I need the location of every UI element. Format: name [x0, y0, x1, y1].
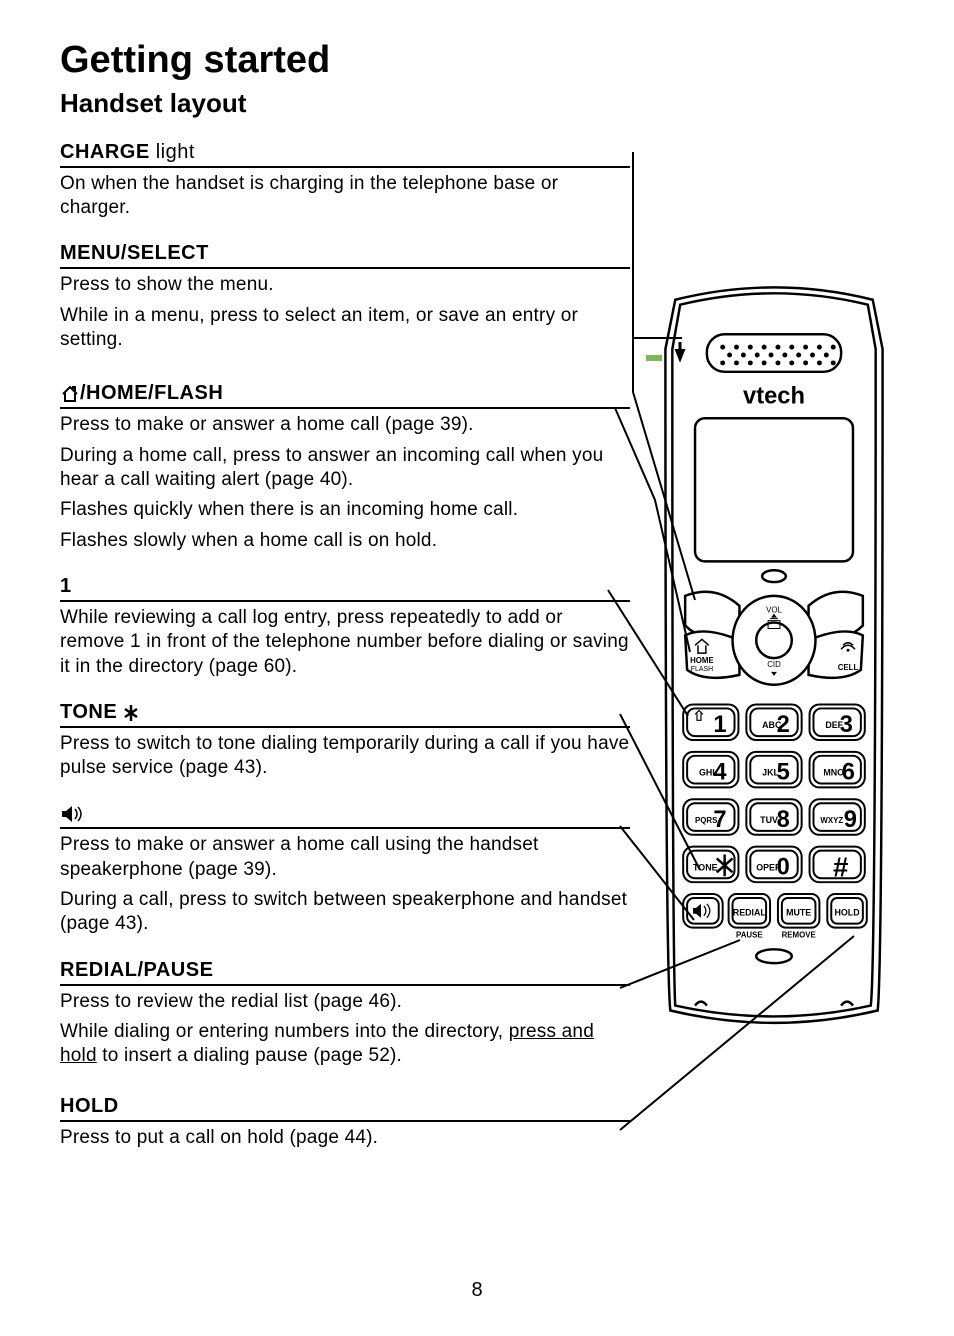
svg-text:CID: CID	[767, 660, 781, 669]
svg-text:PAUSE: PAUSE	[736, 930, 763, 939]
svg-text:7: 7	[713, 807, 726, 833]
section-home: /HOME/FLASH Press to make or answer a ho…	[60, 382, 630, 553]
section-hold: HOLD Press to put a call on hold (page 4…	[60, 1095, 630, 1150]
section-one-head: 1	[60, 575, 630, 602]
section-hold-body: Press to put a call on hold (page 44).	[60, 1122, 630, 1150]
home-icon	[60, 384, 80, 404]
section-one-body: While reviewing a call log entry, press …	[60, 602, 630, 679]
section-speaker-body: Press to make or answer a home call usin…	[60, 829, 630, 936]
section-redial-head: REDIAL/PAUSE	[60, 959, 630, 986]
section-speaker-head	[60, 802, 630, 829]
svg-text:CELL: CELL	[838, 663, 859, 672]
page-title-sub: Handset layout	[60, 88, 894, 119]
section-speaker: Press to make or answer a home call usin…	[60, 802, 630, 936]
section-charge-body: On when the handset is charging in the t…	[60, 168, 630, 221]
svg-text:HOLD: HOLD	[834, 908, 860, 918]
section-tone-head: TONE	[60, 701, 630, 728]
brand-label: vtech	[743, 383, 805, 409]
speaker-icon	[60, 804, 86, 824]
section-home-body: Press to make or answer a home call (pag…	[60, 409, 630, 553]
section-tone: TONE Press to switch to tone dialing tem…	[60, 701, 630, 781]
svg-text:WXYZ: WXYZ	[820, 816, 843, 825]
svg-text:HOME: HOME	[690, 656, 714, 665]
svg-text:#: #	[833, 851, 849, 882]
svg-text:TUV: TUV	[760, 815, 778, 825]
section-menu: MENU/SELECT Press to show the menu. Whil…	[60, 242, 630, 352]
svg-text:VOL: VOL	[766, 606, 782, 615]
section-menu-head: MENU/SELECT	[60, 242, 630, 269]
svg-text:8: 8	[777, 807, 790, 833]
svg-text:6: 6	[842, 760, 855, 786]
svg-text:0: 0	[777, 854, 790, 880]
svg-text:4: 4	[713, 760, 727, 786]
left-column: CHARGE light On when the handset is char…	[60, 141, 630, 1150]
svg-text:REDIAL: REDIAL	[733, 908, 767, 918]
star-icon	[123, 704, 139, 722]
section-menu-body: Press to show the menu. While in a menu,…	[60, 269, 630, 352]
svg-text:3: 3	[840, 712, 853, 738]
handset-illustration: vtech MENU SELECT OFF CLEAR HOME F	[644, 280, 904, 1050]
svg-text:FLASH: FLASH	[691, 666, 713, 673]
section-hold-head: HOLD	[60, 1095, 630, 1122]
manual-page: Getting started Handset layout CHARGE li…	[0, 0, 954, 1336]
page-number: 8	[0, 1279, 954, 1302]
svg-text:1: 1	[713, 712, 726, 738]
section-redial: REDIAL/PAUSE Press to review the redial …	[60, 959, 630, 1069]
section-charge: CHARGE light On when the handset is char…	[60, 141, 630, 221]
svg-text:MUTE: MUTE	[786, 908, 811, 918]
section-redial-body: Press to review the redial list (page 46…	[60, 986, 630, 1069]
svg-text:9: 9	[844, 807, 857, 833]
section-tone-body: Press to switch to tone dialing temporar…	[60, 728, 630, 781]
svg-text:TONE: TONE	[693, 862, 718, 872]
svg-text:5: 5	[777, 760, 790, 786]
section-one: 1 While reviewing a call log entry, pres…	[60, 575, 630, 679]
svg-text:GHI: GHI	[699, 768, 715, 778]
svg-text:2: 2	[777, 712, 790, 738]
redial-body-2: While dialing or entering numbers into t…	[60, 1020, 630, 1069]
section-charge-head: CHARGE light	[60, 141, 630, 168]
section-home-head: /HOME/FLASH	[60, 382, 630, 409]
svg-text:REMOVE: REMOVE	[782, 930, 816, 939]
page-title-main: Getting started	[60, 40, 894, 82]
